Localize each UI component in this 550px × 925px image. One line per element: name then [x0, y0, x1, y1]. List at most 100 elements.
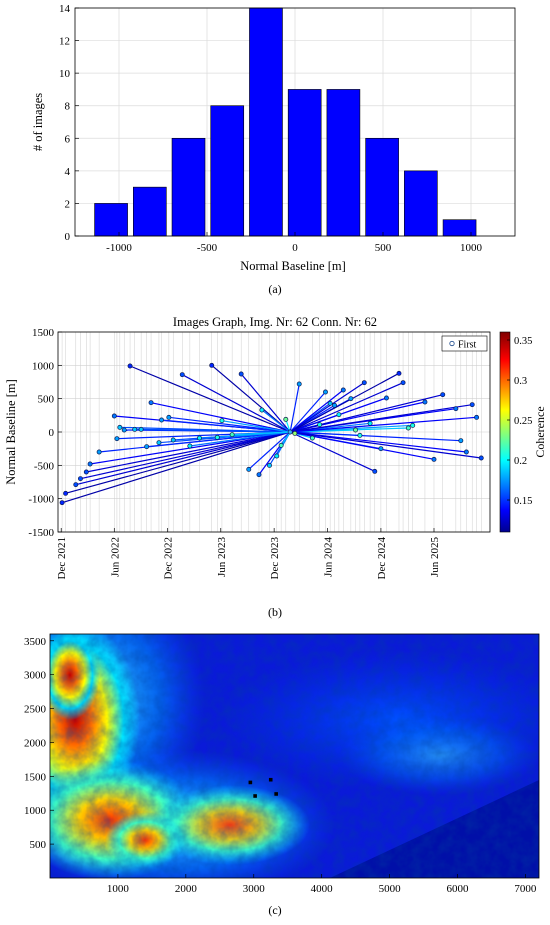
images-graph-legend: First [441, 335, 488, 352]
connection-line [289, 431, 376, 472]
y-tick-label: 6 [65, 133, 71, 145]
image-point [59, 500, 65, 506]
image-point [283, 416, 289, 422]
y-tick-label: 14 [59, 3, 71, 15]
images-graph-ylabel: Normal Baseline [m] [4, 379, 18, 485]
caption-a: (a) [268, 282, 282, 296]
histogram-ticks: -1000 -500 0 500 1000 0 2 4 6 8 10 12 14 [59, 3, 483, 254]
image-point [209, 362, 215, 368]
connection-line [86, 431, 291, 473]
connection-line [221, 420, 291, 433]
caption-b: (b) [268, 605, 282, 619]
x-tick-label: 7000 [514, 883, 537, 895]
image-point [267, 462, 272, 468]
connection-line [189, 431, 291, 447]
image-point [353, 427, 358, 433]
connection-line [232, 431, 291, 436]
x-tick-label: 5000 [379, 883, 402, 895]
image-point [327, 400, 333, 406]
image-point [367, 420, 373, 426]
histogram-bar [210, 105, 245, 237]
histogram-bar [287, 89, 322, 237]
connection-line [80, 431, 291, 480]
x-tick-label: 1000 [107, 883, 130, 895]
colorbar-tick-label: 0.3 [514, 376, 527, 387]
connection-line [289, 389, 344, 433]
y-tick-label: 1000 [32, 360, 55, 372]
x-tick-label: 3000 [243, 883, 266, 895]
connection-line [289, 372, 400, 433]
image-point [78, 476, 83, 482]
caption-c: (c) [268, 903, 282, 917]
elevation-map: 1000 2000 3000 4000 5000 6000 7000 500 1000 1500 2… [24, 633, 540, 895]
x-tick-label: 6000 [447, 883, 470, 895]
x-tick-label: 2000 [175, 883, 198, 895]
connection-line [150, 402, 291, 433]
image-point [166, 414, 172, 420]
connection-line [280, 431, 291, 446]
x-tick-label: Dec 2021 [56, 537, 68, 579]
y-tick-label: -1000 [28, 494, 54, 506]
image-point [127, 363, 133, 369]
connection-line [290, 431, 467, 453]
histogram-bar [365, 137, 399, 237]
colorbar [499, 331, 511, 533]
image-point [463, 449, 469, 455]
images-graph-chart: Images Graph, Img. Nr: 62 Conn. Nr: 62 -… [4, 315, 547, 579]
x-tick-label: 4000 [311, 883, 334, 895]
image-point [170, 437, 176, 443]
image-point [83, 469, 89, 475]
image-point [469, 402, 475, 408]
image-point [87, 461, 93, 467]
histogram-bar [326, 89, 361, 237]
images-graph-points [59, 362, 484, 506]
image-point [148, 400, 154, 406]
image-point [111, 413, 117, 419]
image-point [405, 425, 411, 431]
image-point [132, 426, 138, 432]
image-point [238, 371, 244, 377]
connection-line [61, 431, 291, 504]
image-point [361, 380, 367, 386]
y-tick-label: 1500 [24, 771, 47, 783]
map-marker [274, 792, 278, 796]
y-tick-label: 8 [65, 101, 71, 113]
y-tick-label: 1500 [32, 327, 55, 339]
connection-line [168, 416, 291, 433]
x-tick-label: Dec 2022 [163, 537, 175, 579]
image-point [422, 399, 428, 405]
images-graph-connections [61, 364, 482, 504]
image-point [453, 406, 459, 412]
image-point [179, 372, 185, 378]
histogram-bar [133, 186, 167, 237]
images-graph-ticks: -1500 -1000 -500 0 500 1000 1500 Dec 2021 Jun 20… [28, 327, 441, 579]
connection-line [290, 431, 461, 442]
y-tick-label: 10 [59, 68, 71, 80]
connection-line [248, 431, 291, 470]
connection-line [290, 416, 477, 433]
image-point [96, 449, 102, 455]
connection-line [289, 383, 300, 433]
image-point [340, 387, 346, 393]
y-tick-label: 0 [65, 231, 71, 243]
y-tick-label: 2000 [24, 737, 47, 749]
image-point [410, 422, 416, 428]
reference-point [287, 429, 293, 435]
image-point [144, 444, 150, 450]
image-point [440, 392, 446, 398]
y-tick-label: 12 [59, 36, 70, 48]
elevation-raster [50, 634, 539, 878]
histogram-bar [249, 7, 283, 237]
image-point [431, 456, 437, 462]
image-point [159, 417, 165, 423]
image-point [114, 436, 120, 442]
x-tick-label: Jun 2023 [216, 537, 228, 578]
image-point [383, 395, 389, 401]
image-point [323, 389, 328, 395]
image-point [278, 442, 284, 448]
connection-line [289, 382, 404, 433]
image-point [378, 446, 384, 452]
colorbar-label: Coherence [533, 406, 547, 457]
image-point [219, 418, 225, 424]
image-point [372, 468, 378, 474]
